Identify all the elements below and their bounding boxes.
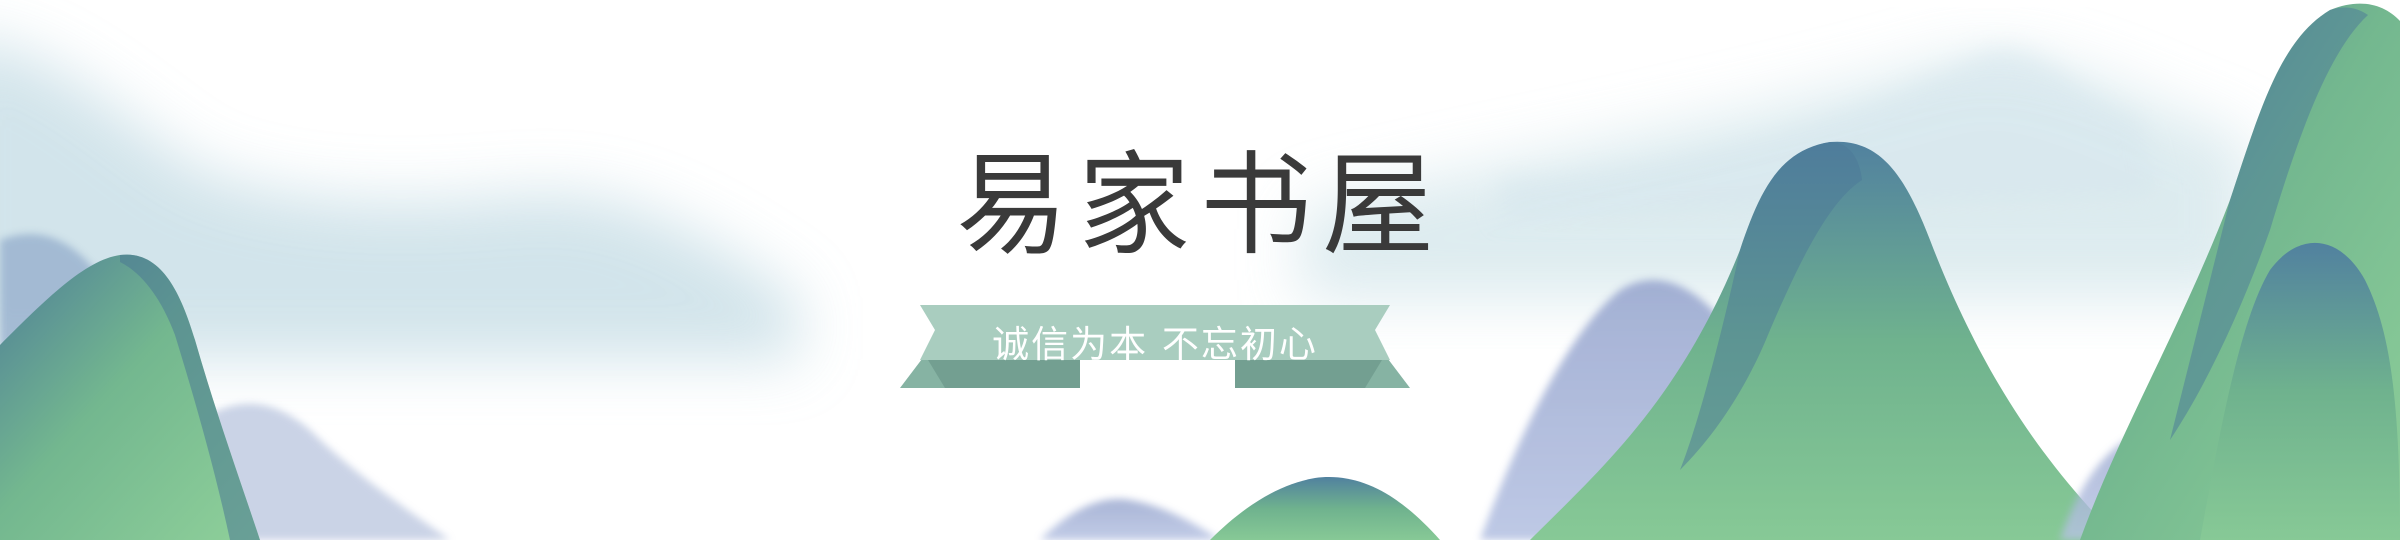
shop-title: 易家书屋	[956, 141, 1444, 271]
ribbon-front	[920, 305, 1390, 360]
slogan-ribbon	[900, 305, 1410, 388]
ribbon-left-fold	[925, 355, 1080, 388]
left-mountains	[0, 234, 450, 540]
slogan-text: 诚信为本 不忘初心	[992, 323, 1318, 366]
slogan-container: 诚信为本 不忘初心	[900, 300, 1410, 392]
ribbon-right-fold	[1235, 355, 1385, 388]
right-mountains	[1480, 3, 2400, 540]
middle-hills	[1040, 477, 1440, 540]
